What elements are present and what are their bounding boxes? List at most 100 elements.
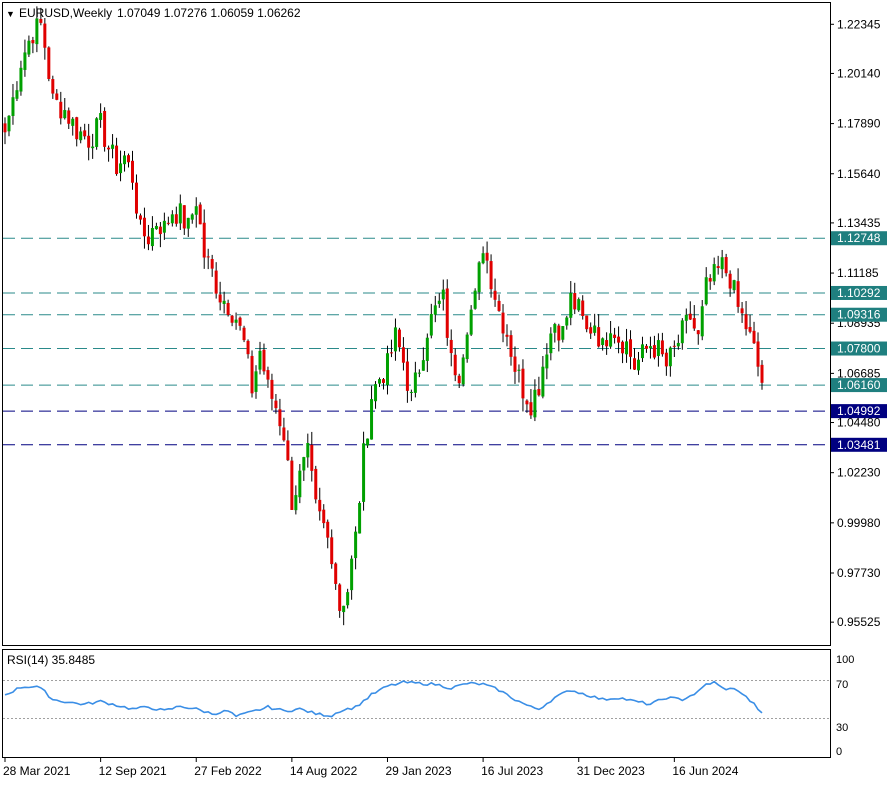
candle-down bbox=[493, 290, 497, 300]
candle-down bbox=[664, 352, 668, 367]
time-tick-label: 29 Jan 2023 bbox=[385, 764, 451, 778]
price-tick-label: 1.06685 bbox=[837, 366, 881, 380]
candle-down bbox=[334, 563, 338, 584]
candle-down bbox=[644, 345, 648, 349]
candle-up bbox=[517, 369, 521, 371]
candle-down bbox=[485, 252, 489, 261]
candle-down bbox=[716, 266, 720, 268]
candle-down bbox=[672, 345, 676, 347]
candle-up bbox=[350, 558, 354, 591]
candle-up bbox=[154, 225, 158, 230]
candle-down bbox=[59, 101, 63, 119]
candle-down bbox=[629, 339, 633, 357]
candle-up bbox=[254, 371, 258, 392]
candle-up bbox=[27, 40, 31, 55]
horizontal-levels bbox=[3, 237, 830, 446]
candle-up bbox=[461, 357, 465, 385]
candle-up bbox=[23, 52, 27, 70]
candle-up bbox=[569, 293, 573, 318]
candle-up bbox=[346, 592, 350, 606]
candle-down bbox=[696, 330, 700, 335]
candle-down bbox=[230, 315, 234, 323]
candle-down bbox=[103, 110, 107, 147]
candle-down bbox=[107, 147, 111, 150]
candle-up bbox=[15, 90, 19, 99]
candle-down bbox=[633, 358, 637, 370]
price-tick-label: 1.15640 bbox=[837, 167, 881, 181]
candle-down bbox=[728, 273, 732, 289]
candle-up bbox=[700, 306, 704, 337]
candle-down bbox=[55, 93, 59, 100]
level-label-bg bbox=[831, 285, 887, 300]
level-label-bg bbox=[831, 341, 887, 356]
candle-down bbox=[724, 257, 728, 274]
candle-up bbox=[704, 277, 708, 305]
candle-down bbox=[589, 327, 593, 334]
candle-down bbox=[756, 341, 760, 367]
candle-up bbox=[190, 214, 194, 220]
candle-down bbox=[31, 40, 35, 44]
candle-down bbox=[537, 389, 541, 396]
price-axis: 1.22345 1.20140 1.17890 1.15640 1.13435 1.111… bbox=[830, 17, 881, 629]
candle-up bbox=[437, 300, 441, 304]
candle-up bbox=[533, 389, 537, 418]
candle-down bbox=[166, 222, 170, 224]
price-tick-label: 1.13435 bbox=[837, 216, 881, 230]
candle-up bbox=[374, 384, 378, 402]
candle-up bbox=[79, 131, 83, 141]
candle-down bbox=[83, 130, 87, 137]
candle-down bbox=[274, 400, 278, 409]
candle-up bbox=[640, 344, 644, 359]
price-tick-label: 0.95525 bbox=[837, 615, 881, 629]
dropdown-arrow-icon[interactable]: ▼ bbox=[6, 9, 15, 19]
candle-up bbox=[258, 350, 262, 370]
level-label-bg bbox=[831, 404, 887, 419]
candle-down bbox=[202, 222, 206, 258]
candlesticks bbox=[3, 6, 764, 626]
level-label-bg bbox=[831, 231, 887, 246]
time-tick-label: 14 Aug 2022 bbox=[290, 764, 358, 778]
candle-up bbox=[469, 309, 473, 335]
price-panel-frame bbox=[2, 2, 831, 646]
candle-up bbox=[433, 305, 437, 315]
candle-down bbox=[330, 537, 334, 565]
candle-up bbox=[358, 503, 362, 534]
candle-up bbox=[298, 470, 302, 498]
level-label: 1.06160 bbox=[837, 378, 881, 392]
rsi-line bbox=[4, 680, 763, 718]
candle-down bbox=[134, 182, 138, 214]
price-tick-label: 1.17890 bbox=[837, 117, 881, 131]
time-tick-label: 16 Jun 2024 bbox=[672, 764, 738, 778]
candle-down bbox=[405, 361, 409, 391]
candle-down bbox=[708, 278, 712, 282]
rsi-indicator bbox=[3, 680, 830, 719]
candle-down bbox=[760, 364, 764, 383]
candle-up bbox=[194, 206, 198, 215]
candle-up bbox=[593, 325, 597, 333]
candle-up bbox=[465, 334, 469, 360]
price-tick-label: 1.22345 bbox=[837, 17, 881, 31]
candle-down bbox=[67, 110, 71, 124]
candle-down bbox=[513, 356, 517, 372]
candle-up bbox=[625, 341, 629, 355]
candle-down bbox=[581, 300, 585, 316]
candle-up bbox=[178, 203, 182, 224]
candle-up bbox=[417, 372, 421, 374]
candle-down bbox=[736, 281, 740, 307]
level-label: 1.10292 bbox=[837, 286, 881, 300]
candle-up bbox=[732, 280, 736, 291]
candle-down bbox=[3, 123, 7, 133]
time-tick-label: 16 Jul 2023 bbox=[481, 764, 543, 778]
candle-down bbox=[250, 355, 254, 394]
candle-up bbox=[553, 324, 557, 333]
candle-down bbox=[75, 117, 79, 140]
candle-up bbox=[186, 217, 190, 229]
candle-down bbox=[605, 340, 609, 347]
candle-down bbox=[290, 460, 294, 510]
candle-up bbox=[91, 146, 95, 149]
candle-down bbox=[597, 327, 601, 347]
price-tick-label: 1.11185 bbox=[837, 266, 879, 280]
candle-down bbox=[660, 340, 664, 355]
candle-down bbox=[210, 259, 214, 269]
